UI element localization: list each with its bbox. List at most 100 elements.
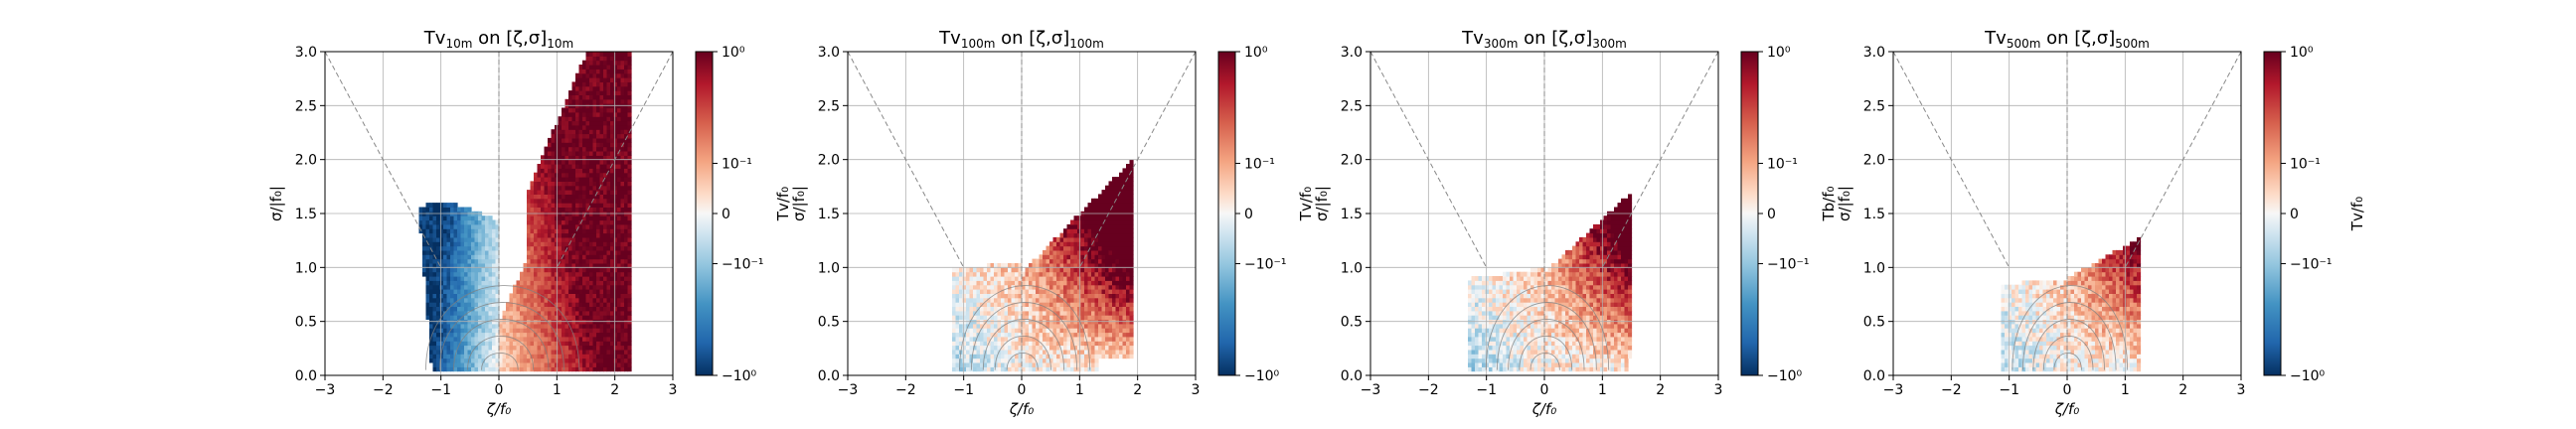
- heatmap-cell: [541, 358, 546, 363]
- heatmap-cell: [582, 366, 587, 372]
- heatmap-cell: [443, 245, 448, 251]
- heatmap-cell: [548, 263, 553, 268]
- heatmap-cell: [1510, 289, 1515, 294]
- heatmap-cell: [474, 293, 479, 299]
- heatmap-cell: [562, 341, 566, 347]
- heatmap-cell: [578, 137, 583, 143]
- heatmap-cell: [1101, 249, 1106, 255]
- contour-line: [994, 336, 1051, 370]
- heatmap-cell: [1520, 362, 1525, 367]
- heatmap-cell: [562, 194, 566, 200]
- heatmap-cell: [548, 177, 553, 182]
- heatmap-cell: [446, 284, 451, 290]
- heatmap-cell: [1059, 289, 1064, 294]
- heatmap-cell: [464, 362, 469, 367]
- heatmap-cell: [1084, 241, 1089, 247]
- heatmap-cell: [987, 293, 992, 299]
- heatmap-cell: [955, 354, 960, 359]
- heatmap-cell: [1080, 245, 1085, 251]
- heatmap-cell: [1059, 245, 1064, 251]
- heatmap-cell: [432, 302, 437, 307]
- heatmap-cell: [485, 280, 490, 286]
- heatmap-cell: [436, 362, 441, 367]
- heatmap-cell: [432, 207, 437, 213]
- heatmap-cell: [1126, 280, 1131, 286]
- heatmap-cell: [1066, 284, 1071, 290]
- heatmap-cell: [548, 155, 553, 161]
- heatmap-cell: [443, 215, 448, 221]
- heatmap-cell: [453, 306, 458, 312]
- heatmap-cell: [1063, 362, 1068, 367]
- heatmap-cell: [624, 133, 629, 139]
- heatmap-cell: [1098, 198, 1103, 204]
- heatmap-cell: [1122, 249, 1127, 255]
- heatmap-cell: [955, 345, 960, 351]
- heatmap-cell: [1101, 297, 1106, 303]
- heatmap-cell: [1119, 241, 1124, 247]
- heatmap-cell: [1039, 349, 1044, 355]
- heatmap-cell: [534, 293, 539, 299]
- heatmap-cell: [506, 302, 511, 307]
- heatmap-cell: [582, 107, 587, 113]
- heatmap-cell: [613, 168, 618, 174]
- heatmap-cell: [520, 328, 525, 334]
- panel-3: −3 −2 −1 0 1 2 30.00.51.01.52.02.53.0ζ/f₀σ/|f₀…: [1297, 28, 1810, 418]
- heatmap-cell: [1029, 358, 1034, 363]
- heatmap-cell: [578, 302, 583, 307]
- heatmap-cell: [1122, 177, 1127, 182]
- heatmap-cell: [474, 263, 479, 268]
- heatmap-cell: [551, 358, 556, 363]
- heatmap-cell: [537, 249, 542, 255]
- heatmap-cell: [589, 69, 594, 74]
- heatmap-cell: [425, 267, 430, 273]
- heatmap-cell: [551, 328, 556, 334]
- heatmap-cell: [620, 194, 625, 200]
- heatmap-cell: [578, 124, 583, 130]
- heatmap-cell: [1108, 194, 1113, 200]
- heatmap-cell: [1126, 289, 1131, 294]
- heatmap-cell: [551, 254, 556, 260]
- heatmap-cell: [478, 284, 483, 290]
- heatmap-cell: [551, 315, 556, 320]
- heatmap-cell: [523, 358, 528, 363]
- heatmap-cell: [1025, 345, 1030, 351]
- heatmap-cell: [613, 310, 618, 316]
- heatmap-cell: [1015, 267, 1020, 273]
- heatmap-cell: [592, 98, 597, 104]
- heatmap-cell: [582, 215, 587, 221]
- heatmap-cell: [610, 236, 615, 242]
- heatmap-cell: [983, 306, 988, 312]
- heatmap-cell: [1517, 323, 1522, 329]
- heatmap-cell: [564, 98, 569, 104]
- heatmap-cell: [551, 263, 556, 268]
- heatmap-cell: [1492, 289, 1497, 294]
- heatmap-cell: [980, 336, 985, 342]
- heatmap-cell: [471, 276, 476, 281]
- heatmap-cell: [1503, 280, 1508, 286]
- heatmap-cell: [1478, 306, 1483, 312]
- heatmap-cell: [1478, 289, 1483, 294]
- heatmap-cell: [450, 315, 455, 320]
- heatmap-cell: [564, 315, 569, 320]
- heatmap-cell: [1108, 349, 1113, 355]
- heatmap-cell: [1046, 332, 1050, 338]
- heatmap-cell: [1105, 263, 1110, 268]
- heatmap-cell: [495, 362, 500, 367]
- heatmap-cell: [1052, 332, 1057, 338]
- heatmap-cell: [994, 345, 999, 351]
- heatmap-cell: [1049, 271, 1054, 277]
- heatmap-cell: [1056, 297, 1061, 303]
- heatmap-cell: [432, 289, 437, 294]
- x-tick-label: 0: [1018, 382, 1027, 398]
- heatmap-cell: [1073, 276, 1078, 281]
- heatmap-cell: [578, 236, 583, 242]
- heatmap-cell: [513, 328, 518, 334]
- heatmap-cell: [578, 168, 583, 174]
- heatmap-cell: [603, 328, 608, 334]
- heatmap-cell: [537, 276, 542, 281]
- heatmap-cell: [1112, 249, 1117, 255]
- heatmap-cell: [551, 306, 556, 312]
- heatmap-cell: [464, 241, 469, 247]
- heatmap-cell: [578, 215, 583, 221]
- heatmap-cell: [1126, 223, 1131, 229]
